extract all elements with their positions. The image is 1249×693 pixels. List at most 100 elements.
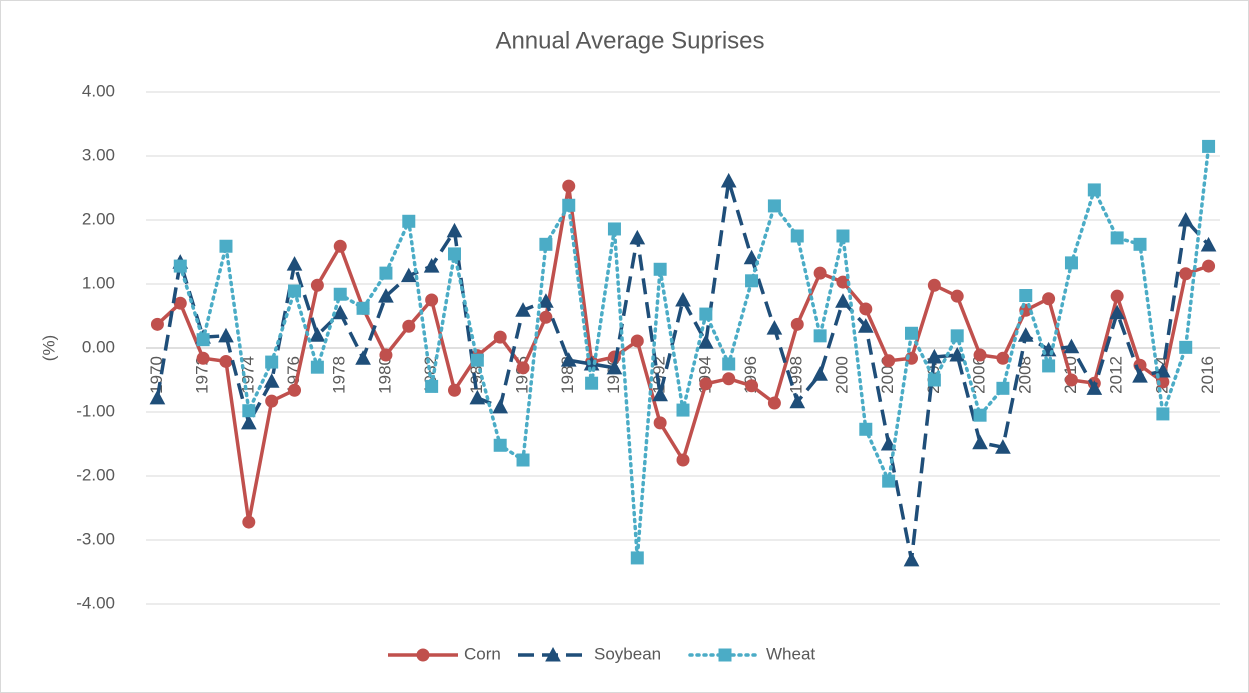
marker [447,247,461,261]
marker [676,453,690,467]
marker [629,229,646,245]
x-tick-label: 2016 [1198,356,1217,394]
marker [470,353,484,367]
marker [493,330,507,344]
marker [859,302,873,316]
marker [333,239,347,253]
legend-marker [545,646,561,662]
marker [927,278,941,292]
marker [310,360,324,374]
marker [196,333,210,347]
marker [973,408,987,422]
marker [950,289,964,303]
legend-label: Wheat [766,644,815,663]
marker [515,302,531,317]
marker [812,366,828,381]
marker [1063,338,1080,354]
marker [219,239,233,253]
marker [675,291,691,307]
marker [1087,183,1101,197]
legend-label: Soybean [594,644,661,663]
x-tick-label: 2012 [1107,356,1126,394]
marker [743,249,760,265]
marker [905,326,919,340]
marker [196,351,210,365]
marker [903,551,920,567]
x-tick-label: 1972 [193,356,212,394]
marker [857,318,874,333]
marker [265,394,279,408]
y-tick-label: 2.00 [82,209,115,228]
marker [813,329,827,343]
marker [539,237,553,251]
marker [539,310,553,324]
marker [263,373,280,388]
marker [722,372,736,386]
marker [606,359,623,375]
marker [356,301,370,315]
marker [333,287,347,301]
marker [790,317,804,331]
y-tick-label: -4.00 [76,593,115,612]
marker [379,348,393,362]
x-tick-label: 2006 [970,356,989,394]
marker [767,199,781,213]
marker [585,376,599,390]
marker [722,357,736,371]
marker [242,515,256,529]
marker [882,474,896,488]
marker [469,389,486,405]
marker [423,258,440,273]
y-tick-label: 4.00 [82,81,115,100]
legend-marker [416,648,430,662]
y-axis-label: (%) [39,335,58,361]
marker [767,396,781,410]
marker [1202,139,1216,153]
marker [835,293,851,308]
marker [698,334,714,349]
marker [332,304,349,320]
marker [1200,236,1217,252]
marker [355,350,371,365]
y-tick-label: 0.00 [82,337,115,356]
chart-title: Annual Average Suprises [495,27,764,54]
legend-item: Corn [388,644,501,663]
marker [676,403,690,417]
marker [1132,368,1148,383]
marker [972,434,988,450]
marker [1109,304,1126,320]
marker [926,348,943,364]
marker [813,266,827,280]
marker [607,222,621,236]
x-tick-label: 2000 [832,356,851,394]
marker [219,354,233,368]
marker [447,383,461,397]
marker [492,398,509,414]
marker [630,551,644,565]
marker [1042,292,1056,306]
marker [538,293,554,308]
marker [265,355,279,369]
marker [1110,289,1124,303]
marker [973,348,987,362]
y-tick-label: 3.00 [82,145,115,164]
marker [1017,327,1034,342]
marker [789,393,806,409]
marker [286,256,303,271]
marker [560,352,577,367]
marker [562,179,576,193]
marker [1086,380,1103,395]
marker [653,262,667,276]
marker [950,329,964,343]
marker [288,383,302,397]
marker [402,214,416,228]
marker [218,327,234,343]
marker [995,439,1011,454]
marker [516,361,530,375]
marker [1179,267,1193,281]
marker [379,266,393,280]
marker [1042,359,1056,373]
marker [836,229,850,243]
legend-label: Corn [464,644,501,663]
marker [493,438,507,452]
